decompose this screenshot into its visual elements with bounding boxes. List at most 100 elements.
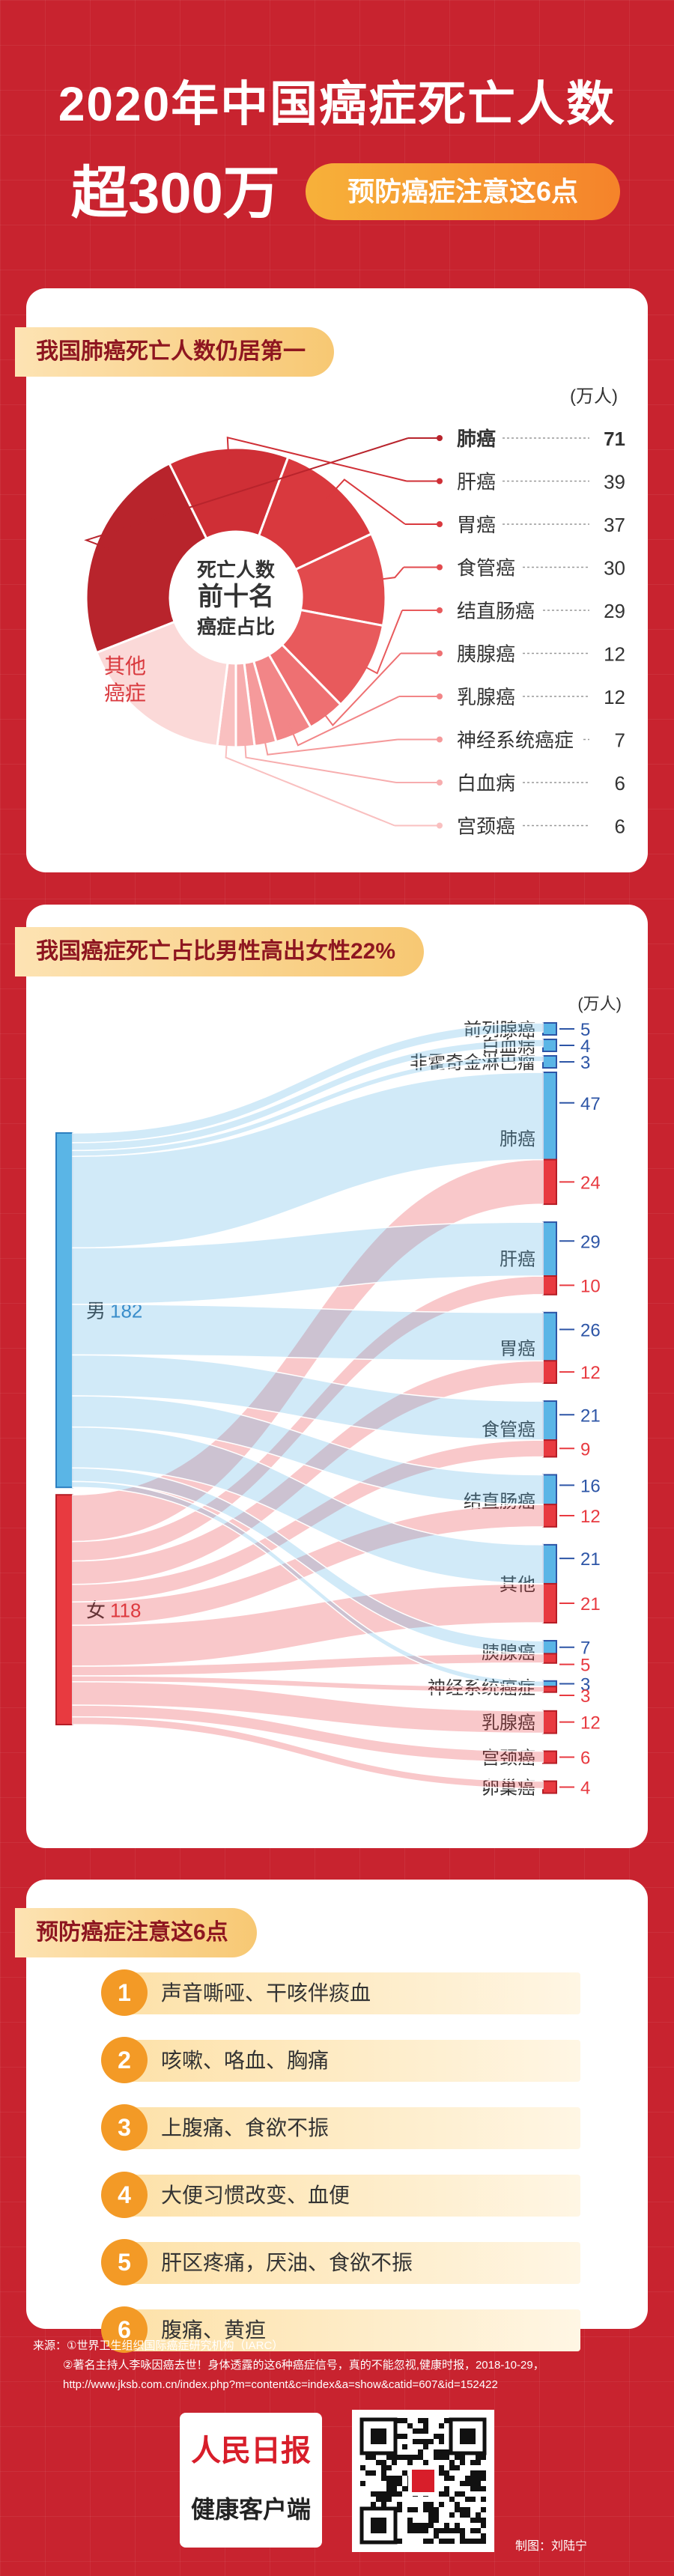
section-label-gender: 我国癌症死亡占比男性高出女性22% (15, 927, 425, 976)
cancer-name: 结直肠癌 (457, 600, 535, 622)
link-male (72, 1221, 544, 1305)
target-node-male (542, 1055, 557, 1069)
tips-card: 预防癌症注意这6点 1 声音嘶哑、干咳伴痰血 2 咳嗽、咯血、胸痛 3 上腹痛、食欲不… (15, 1880, 648, 2353)
link-female (72, 1716, 544, 1790)
qr-code-icon[interactable] (352, 2410, 494, 2552)
leader-line (287, 696, 400, 747)
link-female (72, 1681, 544, 1734)
lung-cancer-card: 我国肺癌死亡人数仍居第一 死亡人数 前十名 癌症占比 其他 癌症 (万人) 肺癌 71 肝癌 39… (15, 288, 648, 872)
cancer-value: 39 (604, 471, 625, 493)
cancer-name: 肝癌 (457, 471, 496, 493)
leader-line (243, 732, 397, 783)
other-cancer-label: 癌症 (104, 681, 146, 705)
source-link[interactable]: http://www.jksb.com.cn/index.php?m=conte… (63, 2378, 498, 2391)
target-name: 肝癌 (500, 1249, 535, 1269)
cancer-name: 胰腺癌 (457, 643, 515, 666)
target-female-value: 12 (580, 1713, 601, 1734)
tip-number: 2 (101, 2037, 148, 2083)
female-value: 118 (110, 1600, 141, 1622)
link-male (72, 1055, 544, 1157)
target-node-male (542, 1474, 557, 1506)
gender-card: 我国癌症死亡占比男性高出女性22% 男 182 女 118 (万人) 前列腺癌 5 白血病 4 非… (15, 905, 648, 1848)
target-male-value: 16 (580, 1476, 601, 1496)
title-badge: 预防癌症注意这6点 (306, 163, 620, 220)
target-node-male (542, 1039, 557, 1052)
target-female-value: 24 (580, 1173, 601, 1193)
target-female-value: 5 (580, 1656, 590, 1676)
tip-item: 5 肝区疼痛，厌油、食欲不振 (101, 2239, 580, 2285)
leader-line (261, 729, 398, 756)
tip-text: 大便习惯改变、血便 (161, 2184, 350, 2207)
unit-label: (万人) (570, 386, 618, 407)
source-notes: 来源：①世界卫生组织国际癌症研究机构（IARC） ②著名主持人李咏因癌去世！身体… (33, 2336, 655, 2395)
target-node-female (542, 1360, 557, 1385)
node-male (55, 1132, 73, 1489)
target-name: 肺癌 (500, 1129, 535, 1149)
target-node-male (542, 1022, 557, 1036)
target-female-value: 21 (580, 1594, 601, 1614)
leader-line (327, 479, 406, 525)
app-logo: 人民日报 健康客户端 (180, 2413, 322, 2548)
cancer-name: 白血病 (457, 772, 515, 795)
donut-hole (171, 533, 300, 662)
target-male-value: 7 (580, 1638, 590, 1659)
target-node-male (542, 1543, 557, 1585)
section-label-tips: 预防癌症注意这6点 (15, 1908, 257, 1957)
target-node-male (542, 1400, 557, 1442)
link-female (72, 1360, 544, 1585)
cancer-value: 6 (615, 815, 625, 838)
credit: 制图：刘陆宁 (515, 2540, 588, 2553)
leader-dot (437, 564, 443, 571)
leader-dot (437, 736, 443, 743)
donut-center-text: 前十名 (198, 583, 274, 611)
cancer-name: 食管癌 (457, 557, 515, 580)
target-node-male (542, 1680, 557, 1688)
donut-slice-10 (95, 620, 229, 748)
leader-line (84, 437, 409, 550)
tip-item: 6 腹痛、黄疸 (101, 2306, 580, 2353)
cancer-value: 29 (604, 600, 625, 622)
cancer-name: 乳腺癌 (457, 686, 515, 708)
target-node-female (542, 1582, 557, 1624)
cancer-value: 6 (615, 772, 625, 795)
link-male (72, 1072, 544, 1249)
target-female-value: 9 (580, 1439, 590, 1459)
tip-item: 2 咳嗽、咯血、胸痛 (101, 2037, 580, 2083)
target-node-male (542, 1640, 557, 1655)
donut-slice-0 (85, 461, 208, 654)
target-male-value: 47 (580, 1094, 601, 1114)
donut-slice-2 (257, 455, 373, 571)
cancer-name: 肺癌 (457, 428, 496, 450)
tip-number: 3 (101, 2104, 148, 2151)
leader-dot (437, 435, 443, 441)
target-female-value: 6 (580, 1749, 590, 1769)
tip-text: 肝区疼痛，厌油、食欲不振 (161, 2251, 413, 2274)
cancer-value: 71 (604, 428, 625, 450)
target-female-value: 12 (580, 1363, 601, 1383)
logo-client: 健康客户端 (190, 2496, 311, 2523)
link-female (72, 1675, 544, 1693)
leader-line (226, 437, 407, 482)
link-female (72, 1704, 544, 1764)
target-male-value: 3 (580, 1675, 590, 1695)
tip-number: 4 (101, 2172, 148, 2218)
cancer-name: 神经系统癌症 (457, 729, 574, 752)
leader-dot (437, 693, 443, 699)
link-male (72, 1354, 544, 1441)
target-node-female (542, 1504, 557, 1528)
link-male (72, 1039, 544, 1152)
target-node-female (542, 1653, 557, 1664)
tip-number: 5 (101, 2239, 148, 2285)
target-node-female (542, 1439, 557, 1458)
target-node-female (542, 1275, 557, 1295)
target-name: 食管癌 (482, 1420, 535, 1440)
link-female (72, 1504, 544, 1626)
link-male (72, 1480, 544, 1687)
cancer-value: 30 (604, 557, 625, 580)
target-node-female (542, 1750, 557, 1764)
link-male (72, 1467, 544, 1655)
tip-item: 4 大便习惯改变、血便 (101, 2172, 580, 2218)
leader-dot (437, 478, 443, 484)
cancer-name: 胃癌 (457, 514, 496, 536)
